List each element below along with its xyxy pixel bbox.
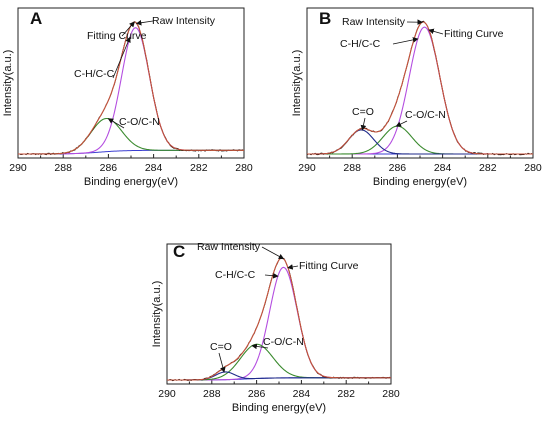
x-tick-label: 282 <box>337 388 355 400</box>
x-tick-label: 284 <box>145 162 163 174</box>
annotation-c-h-c-c: C-H/C-C <box>215 269 256 281</box>
x-tick-label: 288 <box>54 162 72 174</box>
annotation-arrow <box>428 28 444 35</box>
y-axis-title: Intensity(a.u.) <box>291 50 303 117</box>
annotation-fitting-curve: Fitting Curve <box>444 28 504 40</box>
annotation-arrow <box>135 19 154 26</box>
fitting-curve-line <box>167 257 391 381</box>
annotation-fitting-curve: Fitting Curve <box>299 260 359 272</box>
annotation-raw-intensity: Raw Intensity <box>197 241 261 253</box>
x-tick-label: 288 <box>343 162 361 174</box>
x-axis-title: Binding energy(eV) <box>84 176 178 188</box>
annotation-arrow <box>392 37 419 45</box>
peak-c-o <box>307 129 533 155</box>
x-tick-label: 284 <box>434 162 452 174</box>
annotation-c-o-c-n: C-O/C-N <box>119 116 160 128</box>
annotation-arrow <box>112 36 131 79</box>
panel-a: 290 288 286 284 282 280 Binding energy(eV) Inte… <box>2 7 253 188</box>
x-axis-title: Binding energy(eV) <box>232 402 326 414</box>
y-axis-title: Intensity(a.u.) <box>2 50 14 117</box>
x-axis-title: Binding energy(eV) <box>373 176 467 188</box>
x-tick-label: 280 <box>382 388 400 400</box>
peak-c-o-c-n <box>307 125 533 155</box>
x-tick-label: 280 <box>235 162 253 174</box>
panel-letter: A <box>30 9 42 28</box>
peak-c-h-c-c <box>167 266 391 381</box>
x-tick-label: 290 <box>9 162 27 174</box>
x-tick-label: 290 <box>298 162 316 174</box>
peak-c-h-c-c <box>18 27 244 155</box>
raw-intensity-line <box>167 257 391 382</box>
panel-letter: C <box>173 242 185 261</box>
annotation-arrow <box>251 343 269 350</box>
annotation-arrow <box>287 264 299 270</box>
annotation-arrow <box>121 21 135 37</box>
x-tick-label: 286 <box>100 162 118 174</box>
annotation-arrow <box>218 352 226 373</box>
x-tick-label: 284 <box>293 388 311 400</box>
x-tick-label: 280 <box>524 162 542 174</box>
panel-b: 290 288 286 284 282 280 Binding energy(eV) Inte… <box>291 7 542 188</box>
peak-c-o <box>167 371 391 381</box>
annotation-c-h-c-c: C-H/C-C <box>74 68 115 80</box>
annotation-raw-intensity: Raw Intensity <box>152 15 216 27</box>
annotation-arrow <box>264 272 279 279</box>
annotation-c-h-c-c: C-H/C-C <box>340 38 381 50</box>
peak-c-o-c-n <box>167 343 391 381</box>
annotation-fitting-curve: Fitting Curve <box>87 30 147 42</box>
x-tick-label: 282 <box>190 162 208 174</box>
annotation-c-o-c-n: C-O/C-N <box>405 109 446 121</box>
x-tick-label: 288 <box>203 388 221 400</box>
plot-area <box>167 257 391 382</box>
x-tick-label: 290 <box>158 388 176 400</box>
panel-c: 290 288 286 284 282 280 Binding energy(eV) Inte… <box>151 241 400 414</box>
annotation-raw-intensity: Raw Intensity <box>342 16 406 28</box>
y-axis-title: Intensity(a.u.) <box>151 281 163 348</box>
annotation-arrow <box>360 117 367 131</box>
annotation-arrow <box>261 246 285 260</box>
annotation-c-o: C=O <box>352 106 374 118</box>
x-tick-label: 286 <box>248 388 266 400</box>
panel-letter: B <box>319 9 331 28</box>
annotation-arrow <box>107 118 125 129</box>
annotation-arrow <box>395 120 408 127</box>
x-tick-label: 282 <box>479 162 497 174</box>
x-tick-label: 286 <box>389 162 407 174</box>
plot-area <box>18 21 244 156</box>
annotation-c-o-c-n: C-O/C-N <box>263 336 304 348</box>
annotation-c-o: C=O <box>210 341 232 353</box>
